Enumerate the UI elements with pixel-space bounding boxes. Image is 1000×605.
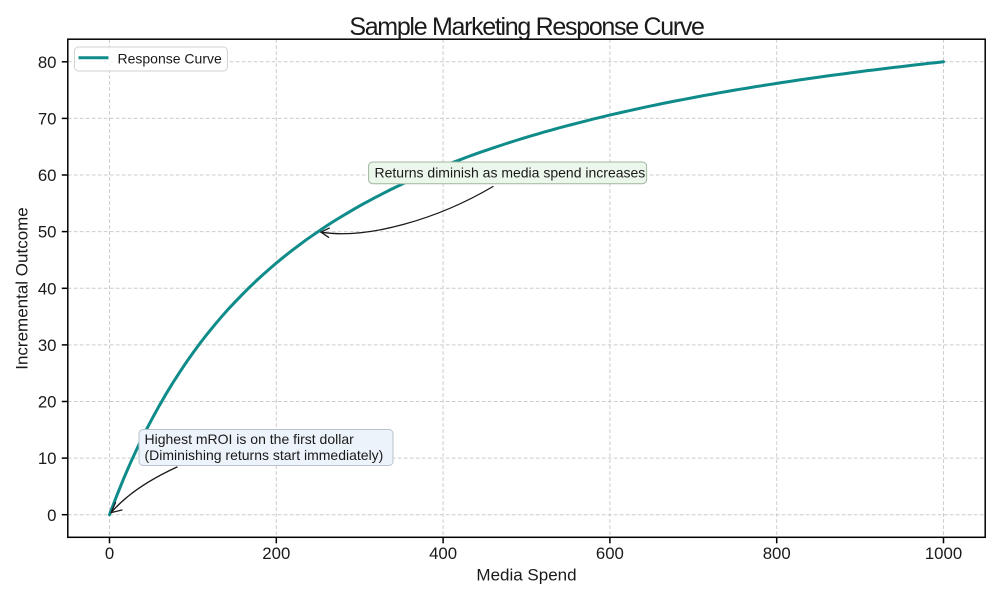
- svg-text:600: 600: [596, 544, 624, 563]
- svg-text:Returns diminish as media spen: Returns diminish as media spend increase…: [375, 165, 646, 181]
- svg-text:30: 30: [38, 336, 57, 355]
- svg-text:Response Curve: Response Curve: [118, 51, 222, 67]
- svg-text:60: 60: [38, 166, 57, 185]
- svg-text:50: 50: [38, 223, 57, 242]
- svg-text:40: 40: [38, 279, 57, 298]
- svg-text:80: 80: [38, 53, 57, 72]
- svg-text:400: 400: [429, 544, 457, 563]
- svg-text:70: 70: [38, 110, 57, 129]
- svg-text:Sample Marketing Response Curv: Sample Marketing Response Curve: [349, 13, 704, 41]
- svg-text:0: 0: [47, 506, 56, 525]
- svg-text:Incremental Outcome: Incremental Outcome: [13, 207, 32, 370]
- svg-text:(Diminishing returns start imm: (Diminishing returns start immediately): [145, 447, 384, 463]
- svg-text:800: 800: [763, 544, 791, 563]
- svg-text:200: 200: [262, 544, 290, 563]
- svg-text:Highest mROI is on the first d: Highest mROI is on the first dollar: [145, 431, 355, 447]
- svg-text:Media Spend: Media Spend: [476, 566, 576, 585]
- svg-text:10: 10: [38, 449, 57, 468]
- svg-text:0: 0: [105, 544, 114, 563]
- svg-text:20: 20: [38, 393, 57, 412]
- svg-text:1000: 1000: [925, 544, 962, 563]
